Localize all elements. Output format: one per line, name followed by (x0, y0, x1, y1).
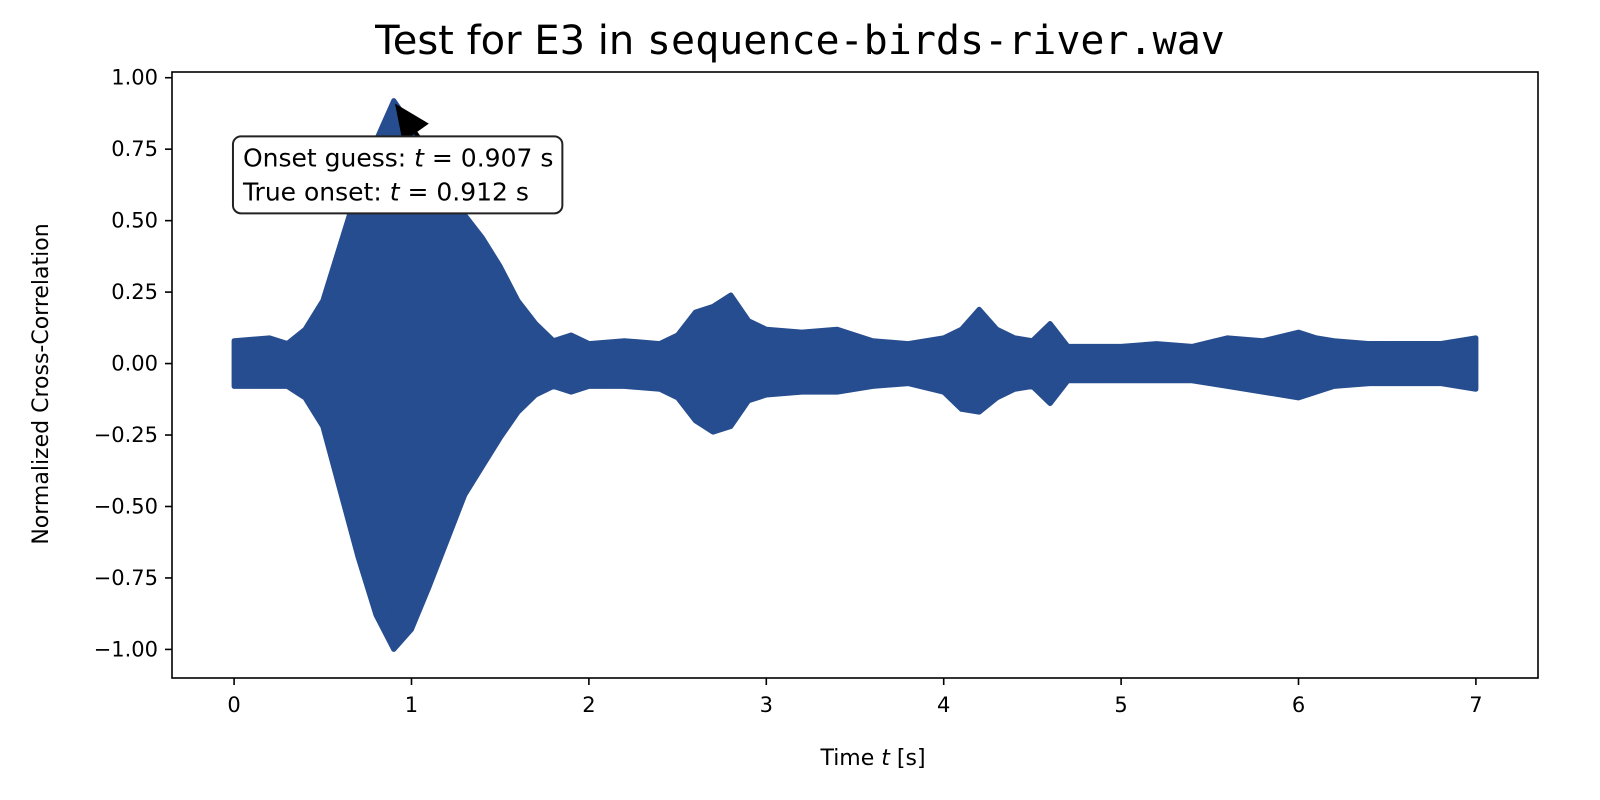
cross-correlation-line (232, 123, 1478, 648)
x-tick-label: 0 (227, 693, 240, 717)
annotation-arrow-head (394, 103, 429, 143)
annotation-true-onset: True onset: t = 0.912 s (242, 177, 529, 206)
x-axis-label-var: t (881, 746, 891, 771)
y-tick-label: 0.75 (111, 137, 158, 161)
x-axis-label-after: [s] (890, 746, 926, 771)
y-tick-label: 0.00 (111, 352, 158, 376)
y-tick-label: −0.75 (94, 566, 158, 590)
x-tick-label: 6 (1292, 693, 1305, 717)
y-axis-ticks: 1.00 0.75 0.50 0.25 0.00 −0.25 −0.50 −0.75 −1.00 (94, 66, 172, 661)
chart-title-prefix: Test for E3 in (374, 18, 647, 64)
y-tick-label: −0.25 (94, 423, 158, 447)
x-tick-label: 4 (937, 693, 950, 717)
plot-frame (171, 71, 1539, 679)
annotation-onset-guess-var: t (414, 143, 425, 172)
x-tick-label: 3 (760, 693, 773, 717)
chart-title-filename: sequence-birds-river.wav (647, 18, 1225, 64)
annotation-onset-guess-after: = 0.907 s (424, 143, 553, 172)
annotation-true-onset-after: = 0.912 s (400, 177, 529, 206)
y-tick-label: 0.25 (111, 280, 158, 304)
plot-area (171, 71, 1539, 679)
y-tick-label: 0.50 (111, 209, 158, 233)
annotation-true-onset-var: t (390, 177, 401, 206)
x-tick-label: 7 (1469, 693, 1482, 717)
chart-title: Test for E3 in sequence-birds-river.wav (374, 18, 1225, 64)
x-axis-label: Time t [s] (819, 746, 925, 771)
y-tick-label: 1.00 (111, 66, 158, 90)
annotation-onset-guess: Onset guess: t = 0.907 s (243, 143, 553, 172)
annotation-box (231, 135, 564, 215)
y-tick-label: −0.50 (94, 494, 158, 518)
annotation-onset-guess-before: Onset guess: (243, 143, 414, 172)
x-tick-label: 1 (405, 693, 418, 717)
x-tick-label: 2 (582, 693, 595, 717)
onset-annotation: Onset guess: t = 0.907 s True onset: t =… (231, 103, 564, 215)
x-axis-ticks: 0 1 2 3 4 5 6 7 (227, 678, 1483, 717)
x-tick-label: 5 (1114, 693, 1127, 717)
x-axis-label-before: Time (819, 746, 881, 771)
annotation-true-onset-before: True onset: (242, 177, 390, 206)
y-tick-label: −1.00 (94, 637, 158, 661)
y-axis-label: Normalized Cross-Correlation (29, 223, 54, 544)
